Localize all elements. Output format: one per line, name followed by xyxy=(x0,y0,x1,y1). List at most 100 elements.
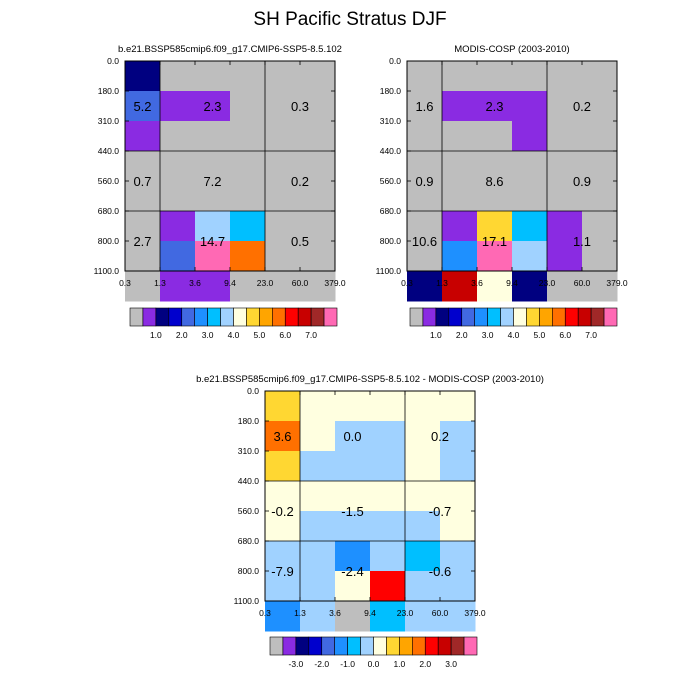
heatmap-cell xyxy=(370,601,406,632)
heatmap-cell xyxy=(265,121,301,152)
heatmap-cell xyxy=(125,151,161,182)
x-tick-label: 23.0 xyxy=(397,608,414,618)
heatmap-cell xyxy=(195,151,231,182)
heatmap-cell xyxy=(160,241,196,272)
heatmap-cell xyxy=(195,241,231,272)
heatmap-cell xyxy=(442,151,478,182)
colorbar-swatch xyxy=(269,636,284,656)
y-tick-label: 0.0 xyxy=(389,56,401,66)
heatmap-cell xyxy=(265,91,301,122)
colorbar-swatch xyxy=(297,307,312,327)
heatmap-cell xyxy=(230,211,266,242)
heatmap-cell xyxy=(160,61,196,92)
heatmap-cell xyxy=(300,391,336,422)
heatmap-cell xyxy=(547,211,583,242)
colorbar-swatch xyxy=(360,636,374,656)
colorbar-swatch xyxy=(373,636,387,656)
y-tick-label: 680.0 xyxy=(238,536,260,546)
x-tick-label: 1.3 xyxy=(294,608,306,618)
summary-value-label: 0.2 xyxy=(431,429,449,444)
heatmap-cell xyxy=(407,271,443,302)
heatmap-cell xyxy=(125,211,161,242)
heatmap-cell xyxy=(442,91,478,122)
heatmap-cell xyxy=(265,451,301,482)
x-tick-label: 0.3 xyxy=(259,608,271,618)
heatmap-cell xyxy=(477,151,513,182)
heatmap-cell xyxy=(335,571,371,602)
x-tick-label: 3.6 xyxy=(329,608,341,618)
colorbar-swatch xyxy=(282,636,297,656)
colorbar-label: 4.0 xyxy=(508,330,520,340)
heatmap-cell xyxy=(195,181,231,212)
summary-value-label: -1.5 xyxy=(341,504,363,519)
heatmap-cell xyxy=(582,241,618,272)
y-tick-label: 680.0 xyxy=(380,206,402,216)
summary-value-label: -2.4 xyxy=(341,564,363,579)
x-tick-label: 9.4 xyxy=(364,608,376,618)
x-tick-label: 60.0 xyxy=(292,278,309,288)
colorbar-swatch xyxy=(386,636,400,656)
heatmap-cell xyxy=(440,481,476,512)
heatmap-cell xyxy=(440,451,476,482)
heatmap-cell xyxy=(405,511,441,542)
heatmap-cell xyxy=(512,271,548,302)
summary-value-label: 0.5 xyxy=(291,234,309,249)
x-tick-label: 379.0 xyxy=(606,278,628,288)
colorbar-swatch xyxy=(539,307,553,327)
heatmap-cell xyxy=(547,151,583,182)
summary-value-label: 3.6 xyxy=(273,429,291,444)
heatmap-cell xyxy=(442,241,478,272)
y-tick-label: 800.0 xyxy=(380,236,402,246)
heatmap-cell xyxy=(407,241,443,272)
colorbar-swatch xyxy=(142,307,157,327)
summary-value-label: 2.3 xyxy=(485,99,503,114)
colorbar-label: 2.0 xyxy=(419,659,431,669)
heatmap-cell xyxy=(265,421,301,452)
colorbar-swatch xyxy=(412,636,426,656)
summary-value-label: 1.1 xyxy=(573,234,591,249)
colorbar-swatch xyxy=(181,307,195,327)
colorbar-swatch xyxy=(129,307,144,327)
y-tick-label: 0.0 xyxy=(107,56,119,66)
y-tick-label: 800.0 xyxy=(238,566,260,576)
y-tick-label: 560.0 xyxy=(238,506,260,516)
colorbar-swatch xyxy=(450,636,465,656)
heatmap-cell xyxy=(582,61,618,92)
heatmap-cell xyxy=(230,61,266,92)
x-tick-label: 0.3 xyxy=(119,278,131,288)
colorbar-label: 1.0 xyxy=(393,659,405,669)
heatmap-cell xyxy=(230,151,266,182)
colorbar-label: 5.0 xyxy=(253,330,265,340)
y-tick-label: 1100.0 xyxy=(376,266,402,276)
colorbar-swatch xyxy=(399,636,413,656)
colorbar-label: 3.0 xyxy=(445,659,457,669)
colorbar-swatch xyxy=(168,307,183,327)
heatmap-cell xyxy=(547,61,583,92)
heatmap-cell xyxy=(195,211,231,242)
colorbar-label: 3.0 xyxy=(202,330,214,340)
colorbar-swatch xyxy=(448,307,463,327)
heatmap-cell xyxy=(512,61,548,92)
y-tick-label: 560.0 xyxy=(380,176,402,186)
heatmap-cell xyxy=(265,481,301,512)
summary-value-label: 14.7 xyxy=(200,234,225,249)
colorbar-swatch xyxy=(437,636,452,656)
heatmap-cell xyxy=(160,181,196,212)
heatmap-cell xyxy=(405,481,441,512)
heatmap-cell xyxy=(370,451,406,482)
heatmap-cell xyxy=(125,181,161,212)
colorbar-label: 5.0 xyxy=(533,330,545,340)
x-tick-label: 9.4 xyxy=(224,278,236,288)
heatmap-cell xyxy=(160,91,196,122)
colorbar-label: 6.0 xyxy=(559,330,571,340)
colorbar-swatch xyxy=(246,307,260,327)
heatmap-cell xyxy=(440,421,476,452)
heatmap-cell xyxy=(512,151,548,182)
summary-value-label: -7.9 xyxy=(271,564,293,579)
summary-value-label: 8.6 xyxy=(485,174,503,189)
summary-value-label: 0.0 xyxy=(343,429,361,444)
colorbar-swatch xyxy=(463,636,478,656)
heatmap-cell xyxy=(582,151,618,182)
heatmap-cell xyxy=(405,541,441,572)
